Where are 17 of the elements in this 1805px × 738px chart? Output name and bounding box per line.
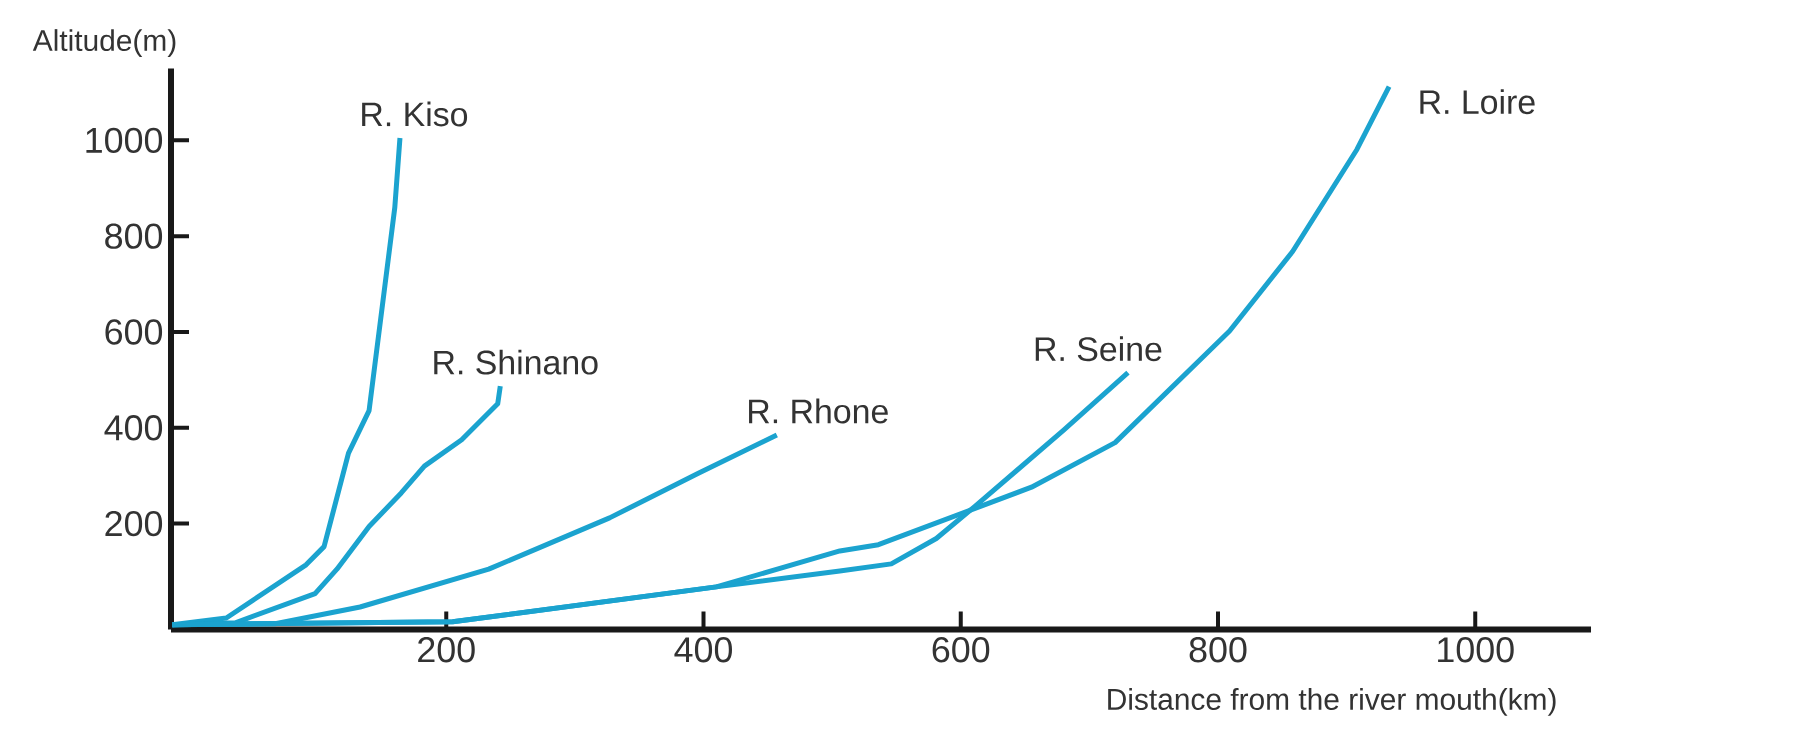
x-tick-label: 800 — [1189, 637, 1247, 663]
series-label: R. Shinano — [434, 349, 598, 375]
y-tick-label: 800 — [105, 223, 163, 249]
y-tick-label: 400 — [104, 415, 163, 441]
y-axis-title: Altitude(m) — [32, 29, 176, 57]
x-tick-label: 400 — [674, 637, 733, 663]
x-tick-label: 200 — [418, 637, 475, 663]
series-label: R. Rhone — [749, 398, 888, 424]
series-label: R. Kiso — [362, 101, 468, 127]
y-tick-label: 1000 — [86, 127, 163, 154]
y-tick-label: 600 — [105, 319, 163, 345]
y-tick-label: 200 — [105, 510, 163, 537]
series-label: R. Loire — [1420, 89, 1535, 115]
x-axis-title: Distance from the river mouth(km) — [1108, 688, 1556, 716]
x-tick-label: 600 — [932, 637, 990, 663]
x-tick-label: 1000 — [1438, 637, 1514, 663]
series-label: R. Seine — [1035, 336, 1162, 362]
